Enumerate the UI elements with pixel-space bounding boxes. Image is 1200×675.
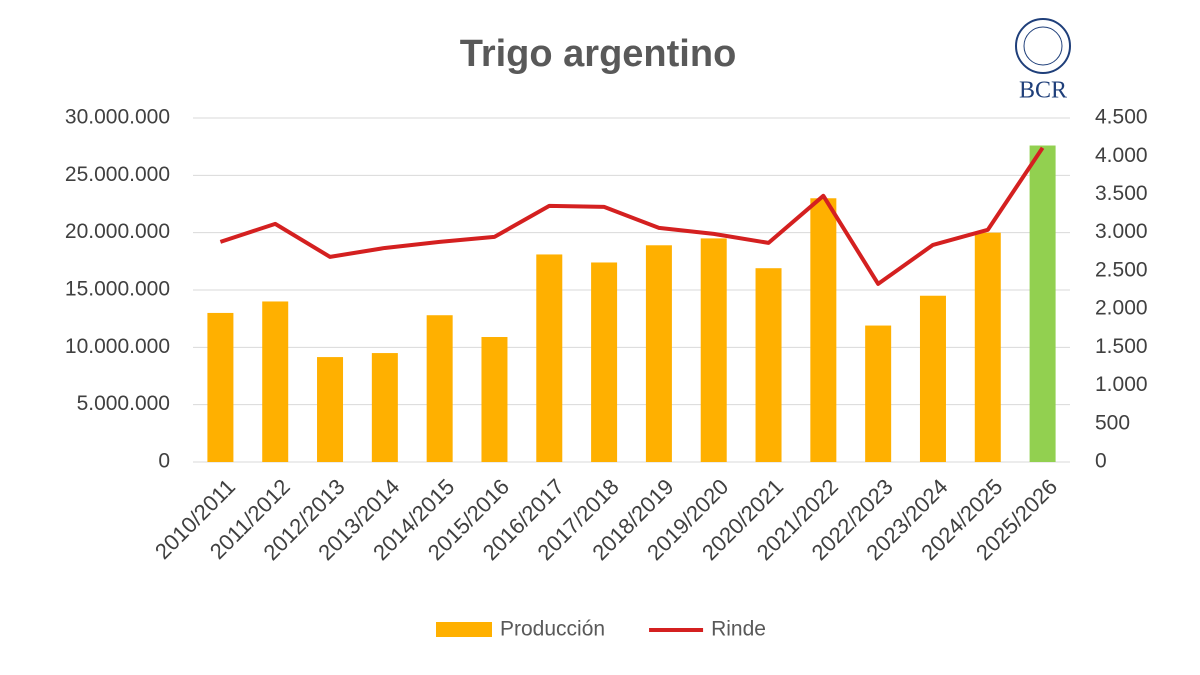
bar xyxy=(207,312,234,462)
bar xyxy=(919,295,946,462)
bar xyxy=(755,268,782,462)
y-tick-label: 15.000.000 xyxy=(65,278,170,301)
y-tick-label: 30.000.000 xyxy=(65,106,170,129)
legend-swatch xyxy=(436,622,492,637)
bar xyxy=(700,238,727,462)
bar xyxy=(1029,145,1056,462)
bar xyxy=(426,315,453,462)
y2-tick-label: 500 xyxy=(1095,411,1130,434)
y-tick-label: 10.000.000 xyxy=(65,335,170,358)
y2-tick-label: 2.000 xyxy=(1095,297,1148,320)
logo: BCR xyxy=(1015,18,1071,104)
y2-tick-label: 3.500 xyxy=(1095,182,1148,205)
bar xyxy=(810,198,837,462)
bar xyxy=(536,254,563,462)
y2-tick-label: 4.000 xyxy=(1095,144,1148,167)
legend-label: Producción xyxy=(500,618,605,641)
logo-emblem xyxy=(1015,18,1071,74)
bar xyxy=(645,245,672,462)
y2-tick-label: 0 xyxy=(1095,450,1107,473)
y2-tick-label: 1.000 xyxy=(1095,373,1148,396)
bar xyxy=(865,325,892,462)
chart-title: Trigo argentino xyxy=(460,33,737,75)
bar xyxy=(371,353,398,462)
y-tick-label: 5.000.000 xyxy=(77,392,170,415)
y-tick-label: 25.000.000 xyxy=(65,163,170,186)
y2-tick-label: 2.500 xyxy=(1095,258,1148,281)
bar xyxy=(591,262,618,462)
line xyxy=(219,146,1045,286)
bar xyxy=(262,301,289,462)
y2-tick-label: 3.000 xyxy=(1095,220,1148,243)
y2-tick-label: 1.500 xyxy=(1095,335,1148,358)
y-tick-label: 0 xyxy=(158,450,170,473)
y2-tick-label: 4.500 xyxy=(1095,106,1148,129)
logo-text: BCR xyxy=(1019,78,1067,104)
bar xyxy=(481,337,508,462)
bar xyxy=(974,232,1001,462)
bar xyxy=(317,357,344,462)
logo-emblem xyxy=(1023,26,1063,66)
legend-label: Rinde xyxy=(711,618,766,641)
y-tick-label: 20.000.000 xyxy=(65,220,170,243)
